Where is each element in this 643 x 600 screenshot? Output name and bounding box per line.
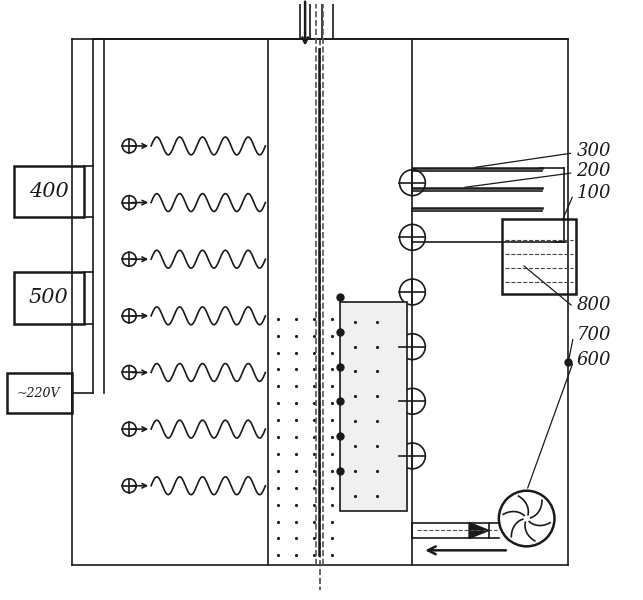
Bar xyxy=(14,272,84,324)
Text: 300: 300 xyxy=(576,142,611,160)
Text: 100: 100 xyxy=(576,184,611,202)
Text: 500: 500 xyxy=(29,289,69,307)
Bar xyxy=(340,302,408,511)
Bar xyxy=(14,166,84,217)
Text: 200: 200 xyxy=(576,162,611,180)
Text: 800: 800 xyxy=(576,296,611,314)
Text: 400: 400 xyxy=(29,182,69,201)
Bar xyxy=(7,373,71,413)
Polygon shape xyxy=(469,523,489,538)
Bar xyxy=(502,220,576,294)
Text: 600: 600 xyxy=(576,350,611,368)
Text: 700: 700 xyxy=(576,326,611,344)
Text: ~220V: ~220V xyxy=(17,387,60,400)
